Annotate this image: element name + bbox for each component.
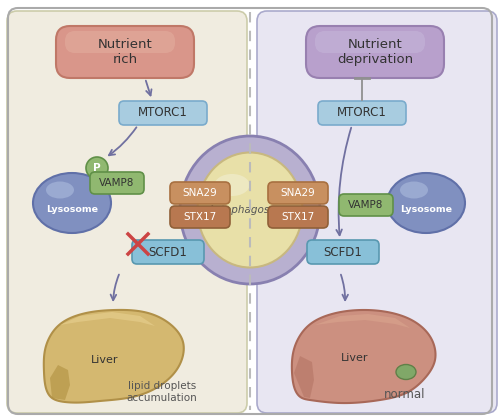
Text: SCFD1: SCFD1: [324, 245, 362, 258]
Text: Lysosome: Lysosome: [400, 206, 452, 214]
Ellipse shape: [180, 136, 320, 284]
Ellipse shape: [387, 173, 465, 233]
FancyBboxPatch shape: [306, 26, 444, 78]
Polygon shape: [315, 314, 410, 328]
Ellipse shape: [214, 174, 250, 196]
Polygon shape: [292, 310, 436, 403]
Text: SNA29: SNA29: [182, 188, 218, 198]
FancyBboxPatch shape: [7, 11, 247, 413]
Text: VAMP8: VAMP8: [100, 178, 134, 188]
Ellipse shape: [46, 181, 74, 199]
Text: Autophagosome: Autophagosome: [208, 205, 292, 215]
Text: Lysosome: Lysosome: [46, 206, 98, 214]
Text: VAMP8: VAMP8: [348, 200, 384, 210]
Text: Nutrient
deprivation: Nutrient deprivation: [337, 38, 413, 66]
Text: STX17: STX17: [184, 212, 216, 222]
FancyBboxPatch shape: [339, 194, 393, 216]
Text: MTORC1: MTORC1: [337, 107, 387, 120]
Polygon shape: [44, 310, 184, 403]
Ellipse shape: [396, 364, 416, 380]
Text: normal: normal: [384, 388, 426, 402]
FancyBboxPatch shape: [318, 101, 406, 125]
Text: STX17: STX17: [282, 212, 314, 222]
FancyBboxPatch shape: [119, 101, 207, 125]
Ellipse shape: [33, 173, 111, 233]
Text: Nutrient
rich: Nutrient rich: [98, 38, 152, 66]
FancyBboxPatch shape: [307, 240, 379, 264]
Text: Liver: Liver: [91, 355, 119, 365]
FancyBboxPatch shape: [170, 182, 230, 204]
FancyBboxPatch shape: [170, 206, 230, 228]
Text: SNA29: SNA29: [280, 188, 316, 198]
FancyBboxPatch shape: [90, 172, 144, 194]
FancyBboxPatch shape: [268, 206, 328, 228]
FancyBboxPatch shape: [132, 240, 204, 264]
FancyBboxPatch shape: [268, 182, 328, 204]
Text: P: P: [93, 163, 101, 173]
Text: lipid droplets
accumulation: lipid droplets accumulation: [126, 381, 198, 403]
Polygon shape: [294, 356, 314, 398]
Text: MTORC1: MTORC1: [138, 107, 188, 120]
Polygon shape: [60, 312, 155, 326]
Text: SCFD1: SCFD1: [148, 245, 188, 258]
Circle shape: [86, 157, 108, 179]
FancyBboxPatch shape: [56, 26, 194, 78]
FancyBboxPatch shape: [315, 31, 425, 53]
FancyBboxPatch shape: [257, 11, 497, 413]
Text: Liver: Liver: [341, 353, 369, 363]
Polygon shape: [50, 365, 70, 400]
Ellipse shape: [198, 153, 302, 268]
FancyBboxPatch shape: [65, 31, 175, 53]
Ellipse shape: [400, 181, 428, 199]
